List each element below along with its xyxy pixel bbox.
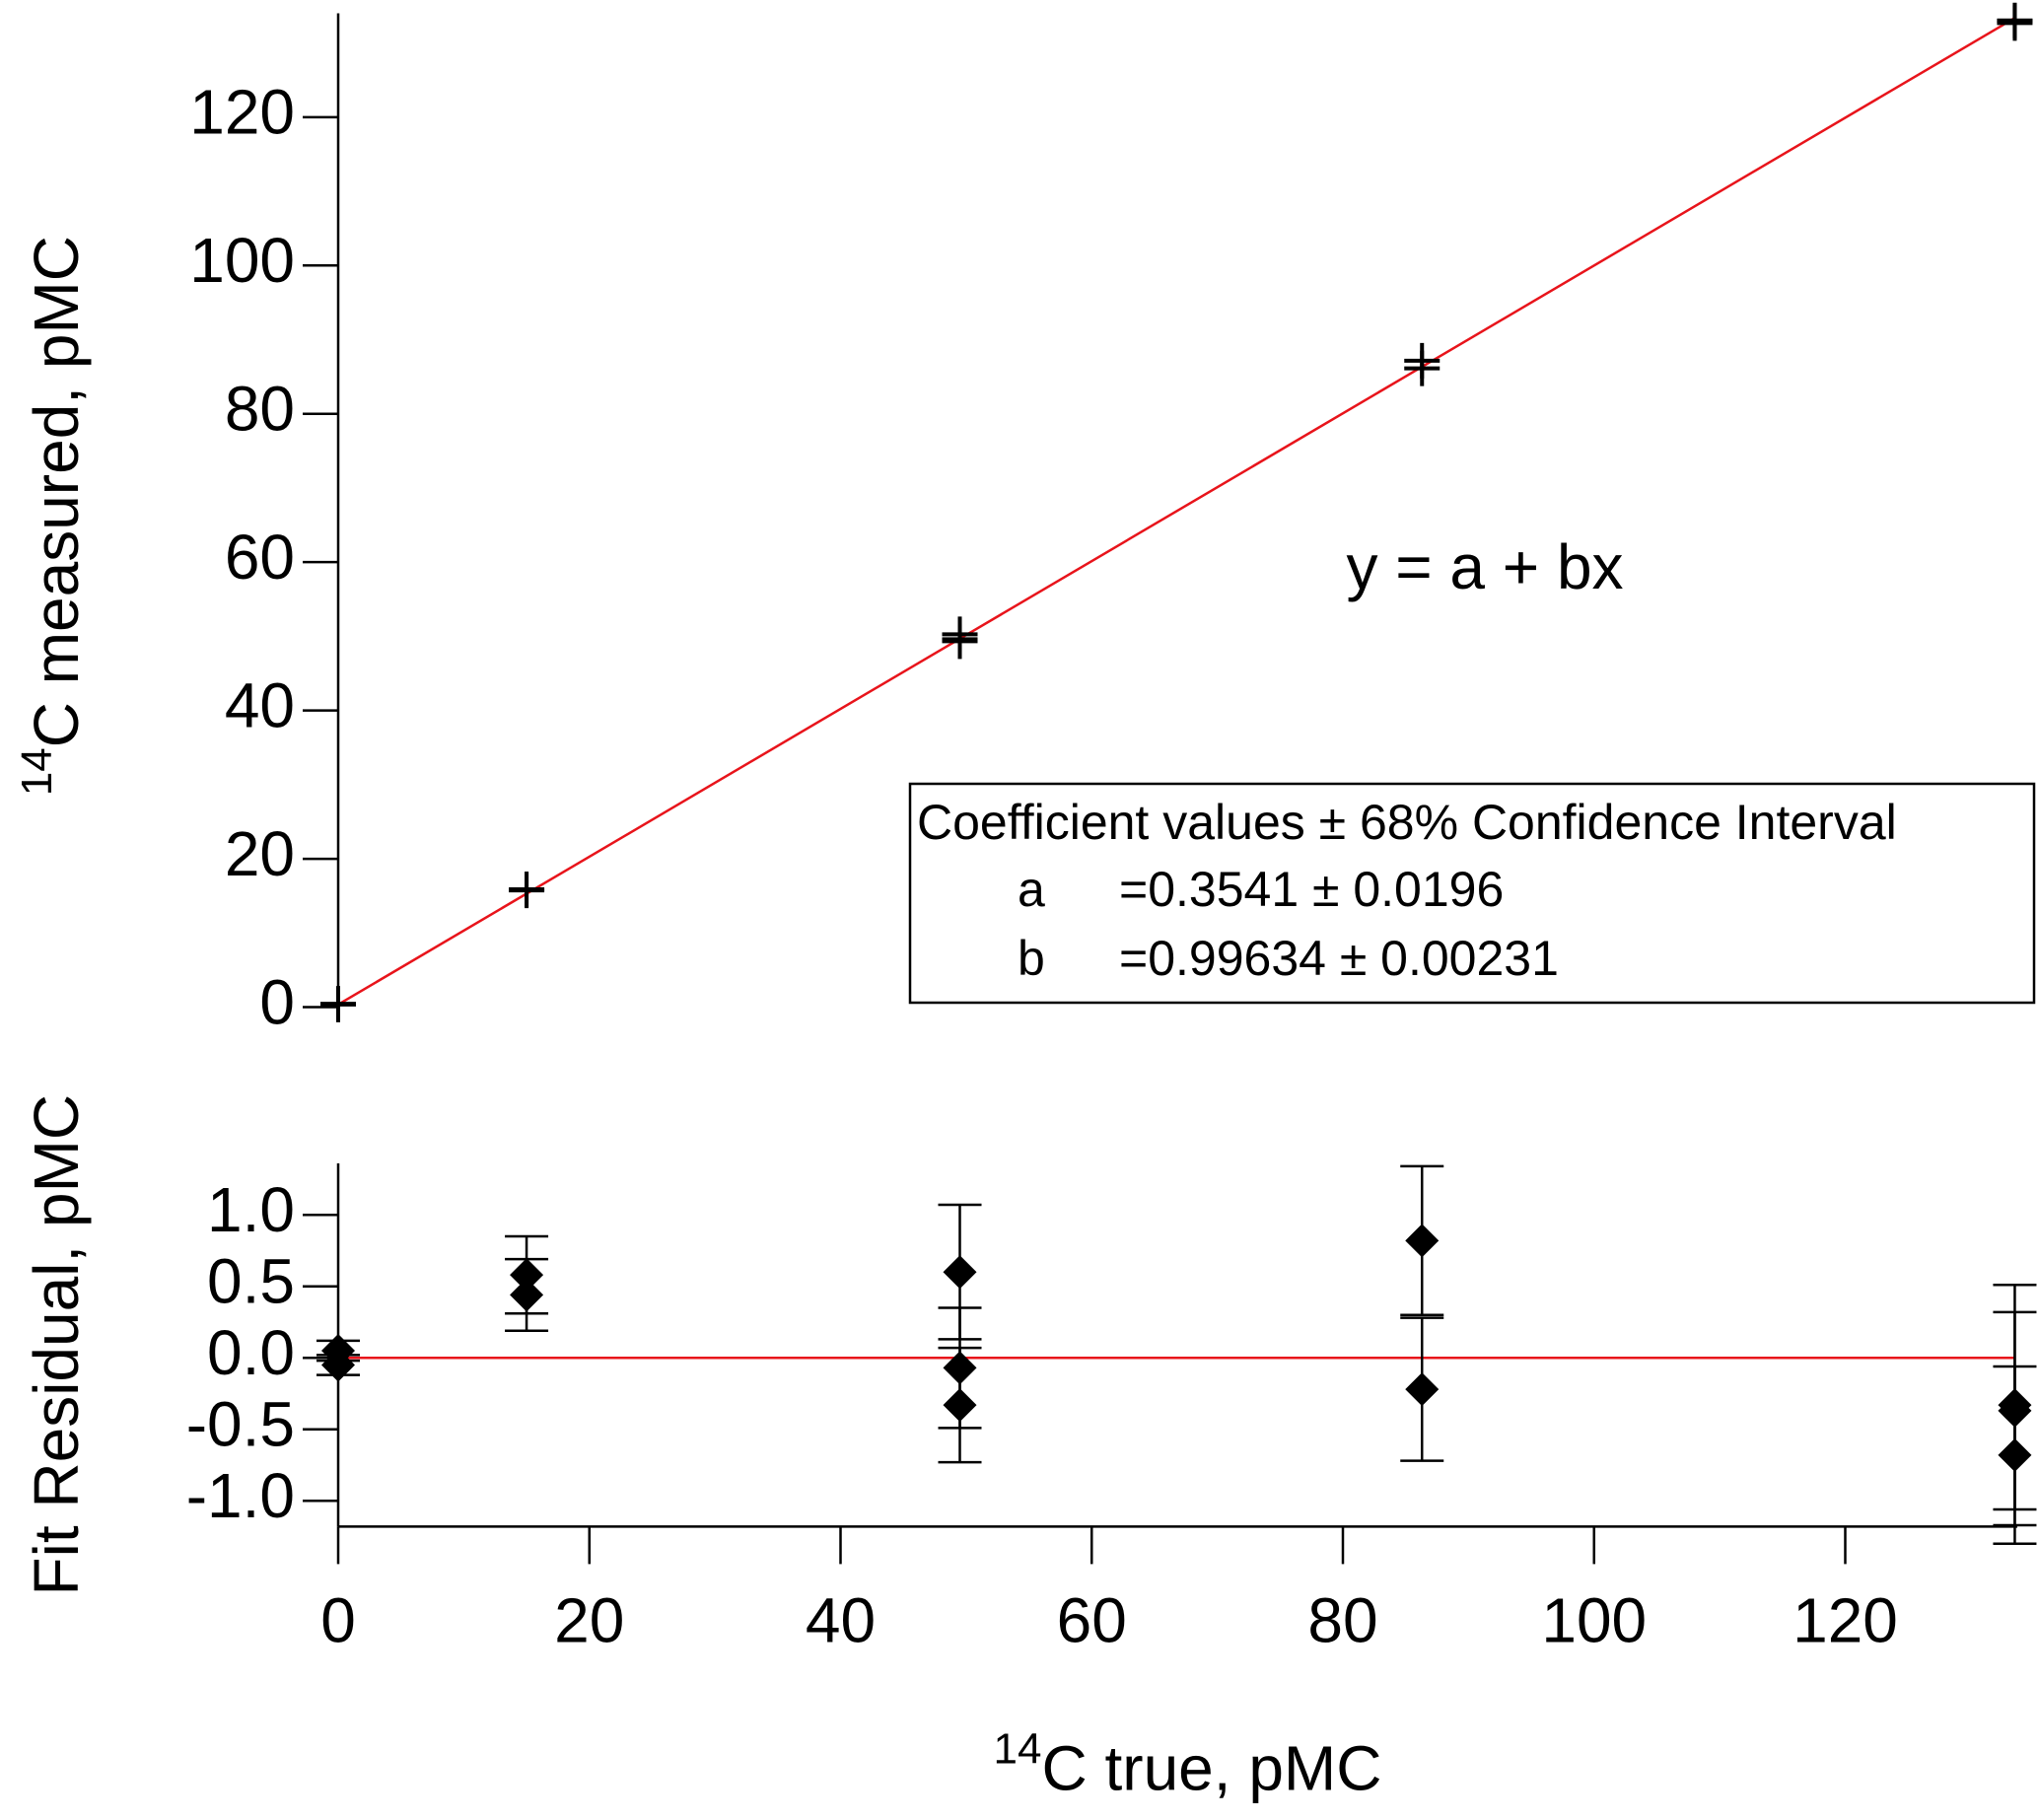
axis-title-text: C measured, pMC [21, 236, 92, 747]
x-tick-label: 60 [1057, 1584, 1127, 1655]
point [943, 1388, 977, 1423]
axis-title: Fit Residual, pMC [21, 1094, 92, 1596]
point [1998, 1437, 2032, 1472]
coefficient-value: =0.3541 ± 0.0196 [1119, 862, 1504, 917]
coefficient-value: =0.99634 ± 0.00231 [1119, 931, 1559, 986]
x-tick-label: 40 [806, 1584, 876, 1655]
coefficient-title: Coefficient values ± 68% Confidence Inte… [917, 795, 1897, 850]
point [321, 1348, 355, 1382]
y-tick-label: 120 [189, 77, 295, 148]
axis-title-superscript: 14 [13, 747, 61, 796]
fit-line [337, 17, 2016, 1006]
axis-title-text: C true, pMC [1041, 1732, 1381, 1803]
coefficient-box [908, 782, 2036, 1005]
x-tick-label: 20 [554, 1584, 624, 1655]
y-tick-label: 40 [225, 670, 295, 741]
y-tick-label: 80 [225, 374, 295, 445]
y-tick-label: 0 [259, 966, 295, 1037]
x-tick-label: 0 [320, 1584, 356, 1655]
coefficient-name: b [1018, 931, 1045, 986]
axis-title-superscript: 14 [994, 1724, 1042, 1773]
x-tick-label: 100 [1541, 1584, 1647, 1655]
y-tick-label: 1.0 [207, 1174, 295, 1245]
y-tick-label: 60 [225, 522, 295, 593]
point [509, 873, 545, 909]
point [1404, 350, 1441, 386]
axis-title: 14C true, pMC [994, 1724, 1382, 1803]
point [942, 623, 978, 660]
coefficient-name: a [1018, 862, 1045, 917]
x-tick-label: 80 [1307, 1584, 1377, 1655]
point [320, 986, 356, 1022]
y-tick-label: -0.5 [186, 1389, 295, 1460]
point [1997, 5, 2033, 41]
point [943, 1255, 977, 1290]
y-tick-label: -1.0 [186, 1460, 295, 1531]
point [510, 1278, 544, 1312]
y-tick-label: 20 [225, 818, 295, 889]
y-tick-label: 0.0 [207, 1317, 295, 1388]
point [1405, 1372, 1440, 1407]
y-tick-label: 0.5 [207, 1246, 295, 1317]
axis-title: 14C measured, pMC [13, 236, 92, 796]
point [1405, 1224, 1440, 1258]
equation: y = a + bx [1346, 531, 1623, 602]
y-tick-label: 100 [189, 225, 295, 296]
x-tick-label: 120 [1792, 1584, 1898, 1655]
